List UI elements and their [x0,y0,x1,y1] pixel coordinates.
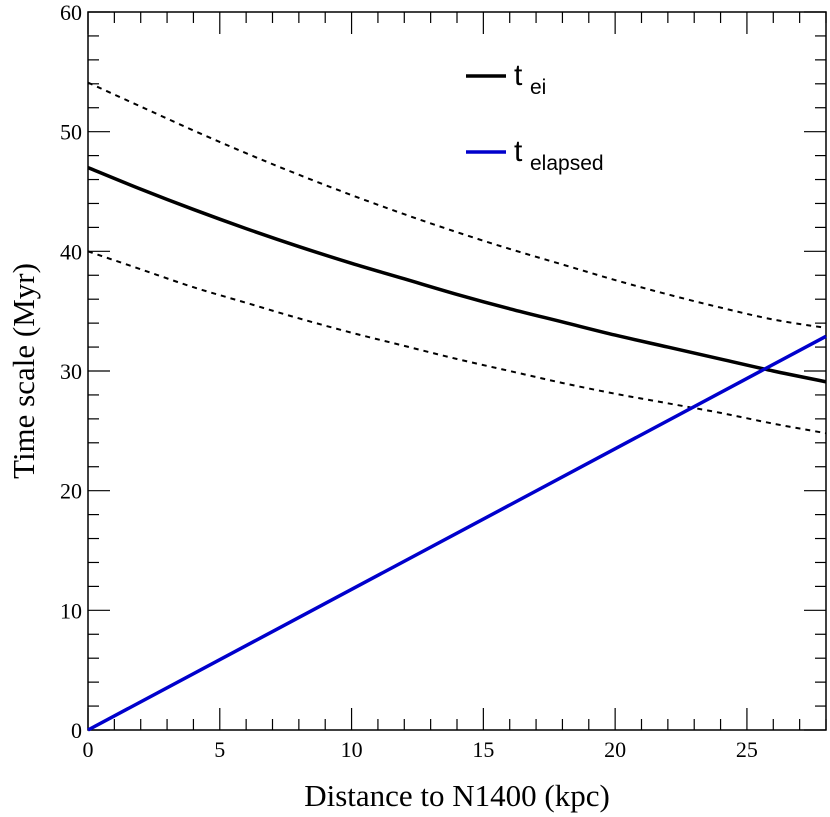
x-tick-label: 20 [604,737,626,762]
series-line-t-ei-lower-bound [87,250,827,435]
legend-label-sub-ei: ei [530,76,546,99]
x-tick-label: 5 [214,737,225,762]
x-tick-label: 25 [736,737,758,762]
plot-frame [87,11,827,731]
y-tick-label: 60 [60,0,82,25]
series-line-t-ei-upper-bound [87,81,827,329]
x-axis-title: Distance to N1400 (kpc) [304,778,610,813]
y-tick-label: 20 [60,479,82,504]
y-tick-label: 10 [60,598,82,623]
x-tick-label: 0 [83,737,94,762]
y-tick-label: 0 [71,718,82,743]
y-tick-label: 50 [60,120,82,145]
series-line-t-elapsed [87,334,827,732]
series-line-t-ei [87,165,827,384]
legend-label-sub-elapsed: elapsed [530,152,604,175]
y-tick-label: 40 [60,239,82,264]
legend-label-elapsed: t [514,135,523,168]
x-tick-label: 15 [472,737,494,762]
x-tick-label: 10 [341,737,363,762]
y-tick-label: 30 [60,359,82,384]
y-axis-title: Time scale (Myr) [6,263,41,479]
legend-label-ei: t [514,59,523,92]
